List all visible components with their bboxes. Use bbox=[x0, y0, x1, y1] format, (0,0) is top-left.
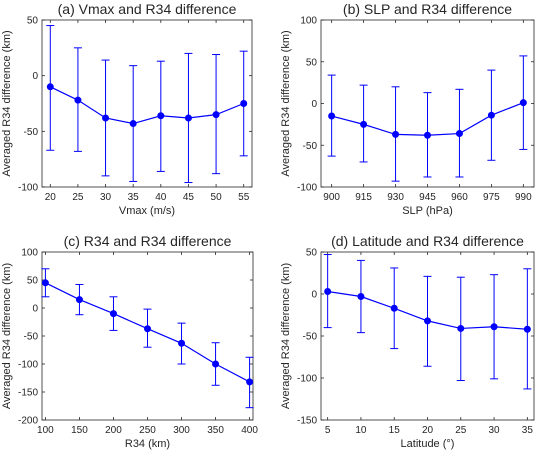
y-axis-label-d: Averaged R34 difference (km) bbox=[280, 263, 292, 409]
data-point bbox=[523, 325, 531, 333]
data-point bbox=[490, 323, 498, 331]
y-tick-label: -100 bbox=[18, 360, 38, 371]
x-tick-label: 25 bbox=[455, 425, 467, 436]
x-tick-label: 400 bbox=[241, 425, 258, 436]
data-point bbox=[390, 304, 398, 312]
y-tick-label: 0 bbox=[32, 304, 38, 315]
x-tick-label: 915 bbox=[355, 192, 372, 203]
y-tick-label: 0 bbox=[311, 290, 317, 301]
x-tick-label: 900 bbox=[323, 192, 340, 203]
data-point bbox=[184, 114, 192, 122]
panel-a: (a) Vmax and R34 difference 20 25 30 35 40 45 5… bbox=[1, 1, 253, 217]
data-point bbox=[212, 360, 220, 368]
x-tick-label: 945 bbox=[419, 192, 436, 203]
x-tick-label: 150 bbox=[71, 425, 88, 436]
data-point bbox=[212, 111, 220, 119]
data-point bbox=[519, 99, 527, 107]
data-point bbox=[360, 120, 368, 128]
x-tick-label: 975 bbox=[483, 192, 500, 203]
y-tick-label: -200 bbox=[18, 416, 38, 427]
chart-title-b: (b) SLP and R34 difference bbox=[343, 1, 512, 17]
x-tick-label: 990 bbox=[515, 192, 532, 203]
y-tick-label: 100 bbox=[21, 248, 38, 259]
x-tick-label: 250 bbox=[139, 425, 156, 436]
plot-frame-a bbox=[41, 19, 253, 188]
x-axis-label-b: SLP (hPa) bbox=[402, 205, 453, 217]
x-tick-label: 30 bbox=[489, 425, 501, 436]
y-tick-label: -150 bbox=[18, 388, 38, 399]
data-point bbox=[178, 339, 186, 347]
y-tick-label: -50 bbox=[24, 127, 39, 138]
data-point bbox=[246, 378, 254, 386]
y-tick-label: 50 bbox=[306, 57, 318, 68]
y-tick-label: 0 bbox=[311, 99, 317, 110]
y-tick-label: -100 bbox=[297, 374, 317, 385]
y-axis-label-c: Averaged R34 difference (km) bbox=[1, 263, 13, 409]
data-point bbox=[357, 293, 365, 301]
y-tick-label: 0 bbox=[32, 71, 38, 82]
data-point bbox=[487, 111, 495, 119]
x-tick-label: 100 bbox=[37, 425, 54, 436]
x-axis-label-a: Vmax (m/s) bbox=[119, 205, 175, 217]
chart-title-a: (a) Vmax and R34 difference bbox=[58, 1, 237, 17]
x-tick-label: 200 bbox=[105, 425, 122, 436]
y-axis-label-a: Averaged R34 difference (km) bbox=[1, 30, 13, 176]
x-tick-label: 5 bbox=[325, 425, 331, 436]
x-tick-label: 300 bbox=[173, 425, 190, 436]
y-tick-label: -100 bbox=[297, 183, 317, 194]
x-axis-label-d: Latitude (°) bbox=[401, 438, 455, 450]
series-line bbox=[50, 86, 244, 125]
y-tick-label: -100 bbox=[18, 183, 38, 194]
data-point bbox=[102, 114, 110, 122]
panel-b: (b) SLP and R34 difference 900 915 930 945 96… bbox=[280, 1, 535, 217]
x-tick-label: 350 bbox=[207, 425, 224, 436]
x-tick-label: 35 bbox=[128, 192, 140, 203]
chart-title-c: (c) R34 and R34 difference bbox=[64, 233, 232, 249]
y-tick-label: 50 bbox=[306, 248, 318, 259]
data-point bbox=[74, 96, 82, 104]
data-point bbox=[424, 131, 431, 139]
x-tick-label: 15 bbox=[389, 425, 401, 436]
data-point bbox=[144, 325, 151, 333]
x-tick-label: 50 bbox=[211, 192, 223, 203]
x-tick-label: 10 bbox=[355, 425, 367, 436]
y-tick-label: 50 bbox=[27, 16, 39, 27]
y-tick-label: -50 bbox=[303, 332, 318, 343]
x-tick-label: 20 bbox=[45, 192, 57, 203]
data-point bbox=[392, 130, 400, 138]
x-tick-label: 45 bbox=[183, 192, 195, 203]
data-point bbox=[457, 324, 465, 332]
data-point bbox=[240, 100, 248, 107]
data-point bbox=[129, 120, 137, 128]
data-point bbox=[75, 296, 83, 304]
y-tick-label: -50 bbox=[303, 141, 318, 152]
x-tick-label: 930 bbox=[387, 192, 404, 203]
x-tick-label: 30 bbox=[100, 192, 112, 203]
x-tick-label: 960 bbox=[451, 192, 468, 203]
data-point bbox=[324, 287, 332, 295]
panel-c: (c) R34 and R34 difference 100 150 200 250 30… bbox=[1, 233, 258, 450]
chart-title-d: (d) Latitude and R34 difference bbox=[331, 233, 524, 249]
data-point bbox=[424, 317, 431, 325]
y-tick-label: -50 bbox=[24, 332, 39, 343]
data-point bbox=[328, 112, 336, 120]
y-axis-label-b: Averaged R34 difference (km) bbox=[280, 30, 292, 176]
y-tick-label: 50 bbox=[27, 276, 39, 287]
x-tick-label: 35 bbox=[522, 425, 534, 436]
x-tick-label: 55 bbox=[238, 192, 250, 203]
data-point bbox=[157, 112, 165, 120]
data-point bbox=[455, 130, 463, 138]
y-tick-label: 100 bbox=[300, 16, 317, 27]
x-tick-label: 25 bbox=[72, 192, 84, 203]
y-tick-label: -150 bbox=[297, 416, 317, 427]
x-axis-label-c: R34 (km) bbox=[125, 438, 170, 450]
panel-d: (d) Latitude and R34 difference 5 10 15 20 25… bbox=[280, 233, 535, 450]
data-point bbox=[109, 310, 117, 318]
data-point bbox=[41, 279, 49, 287]
x-tick-label: 40 bbox=[155, 192, 167, 203]
data-point bbox=[46, 83, 54, 91]
x-tick-label: 20 bbox=[422, 425, 434, 436]
